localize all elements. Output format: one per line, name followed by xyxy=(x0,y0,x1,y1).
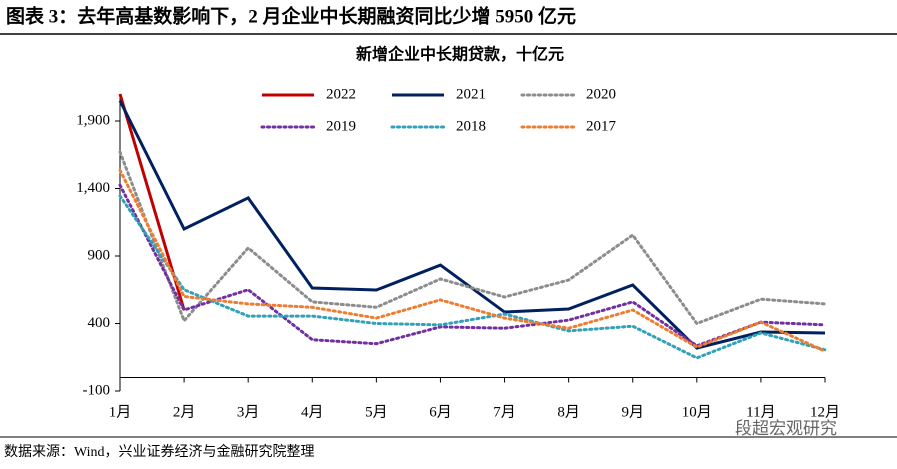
legend-label: 2017 xyxy=(586,118,617,134)
chart-title: 新增企业中长期贷款，十亿元 xyxy=(356,45,564,64)
x-tick-label: 12月 xyxy=(810,404,840,420)
legend-label: 2018 xyxy=(456,118,486,134)
series-line xyxy=(118,100,826,350)
x-tick-label: 4月 xyxy=(301,404,324,420)
series-line xyxy=(118,194,827,360)
legend-label: 2021 xyxy=(456,86,486,102)
y-tick-label: 1,400 xyxy=(76,180,110,196)
x-tick-label: 5月 xyxy=(365,404,388,420)
y-tick-label: 900 xyxy=(88,247,111,263)
x-tick-label: 1月 xyxy=(109,404,132,420)
source: 数据来源：Wind，兴业证券经济与金融研究院整理 xyxy=(4,444,315,460)
legend-label: 2022 xyxy=(326,86,356,102)
x-tick-label: 8月 xyxy=(557,404,580,420)
y-tick-label: 1,900 xyxy=(76,112,110,128)
y-tick-label: 400 xyxy=(88,315,111,331)
figure-title: 图表 3：去年高基数影响下，2 月企业中长期融资同比少增 5950 亿元 xyxy=(6,4,576,27)
x-tick-label: 7月 xyxy=(493,404,516,420)
x-tick-label: 11月 xyxy=(746,404,775,420)
x-tick-label: 6月 xyxy=(429,404,452,420)
series-line xyxy=(118,150,827,326)
legend-label: 2019 xyxy=(326,118,356,134)
x-tick-label: 2月 xyxy=(173,404,196,420)
legend-label: 2020 xyxy=(586,86,616,102)
x-tick-label: 9月 xyxy=(621,404,644,420)
x-tick-label: 3月 xyxy=(237,404,260,420)
y-tick-label: -100 xyxy=(83,382,111,398)
series-line xyxy=(118,183,827,348)
series-line xyxy=(118,168,827,353)
watermark: 段超宏观研究 xyxy=(735,419,837,438)
x-tick-label: 10月 xyxy=(682,404,712,420)
